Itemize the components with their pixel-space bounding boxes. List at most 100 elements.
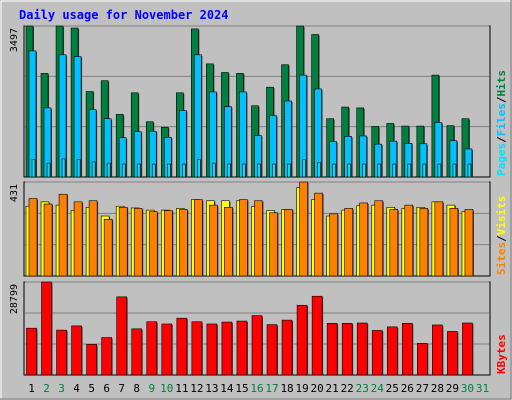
bar-kbytes-day-9: [146, 321, 158, 376]
bar-sites-day-11: [179, 209, 188, 277]
bar-kbytes-day-10: [161, 323, 173, 376]
bar-sites-day-9: [148, 211, 158, 277]
day-label-10: 10: [160, 382, 173, 395]
bar-sites-day-4: [73, 201, 83, 277]
bar-sites-day-7: [118, 206, 128, 277]
bar-pages-day-23: [362, 163, 367, 178]
bar-kbytes-day-7: [116, 296, 127, 376]
bar-pages-day-12: [197, 159, 201, 178]
day-label-31: 31: [476, 382, 489, 395]
bar-sites-day-27: [419, 208, 429, 277]
bar-pages-day-13: [212, 162, 216, 178]
bar-sites-day-26: [404, 204, 414, 277]
bar-sites-day-25: [389, 209, 399, 277]
bar-pages-day-17: [272, 163, 276, 178]
day-label-30: 30: [461, 382, 474, 395]
day-label-24: 24: [371, 382, 385, 395]
day-label-26: 26: [401, 382, 414, 395]
bar-pages-day-16: [257, 163, 261, 178]
day-label-28: 28: [431, 382, 444, 395]
legend-entry: Sites: [495, 242, 508, 275]
legend: Pages/Files/Hits: [495, 70, 508, 176]
bar-sites-day-2: [43, 203, 53, 277]
bar-kbytes-day-21: [326, 323, 338, 376]
bar-pages-day-29: [452, 163, 457, 178]
bar-kbytes-day-24: [371, 330, 383, 376]
bar-pages-day-6: [106, 162, 111, 178]
bar-kbytes-day-12: [191, 321, 203, 376]
day-label-3: 3: [58, 382, 65, 395]
bar-sites-day-5: [88, 200, 98, 277]
kbytes-panel: 28799 KBytes: [9, 281, 508, 376]
day-label-15: 15: [235, 382, 248, 395]
bar-pages-day-24: [377, 163, 382, 178]
day-label-17: 17: [265, 382, 278, 395]
legend: KBytes: [495, 334, 508, 374]
day-label-7: 7: [118, 382, 125, 395]
bar-sites-day-15: [239, 199, 248, 277]
day-label-5: 5: [88, 382, 95, 395]
bar-sites-day-8: [133, 208, 143, 277]
chart-title: Daily usage for November 2024: [19, 8, 229, 22]
bar-pages-day-15: [242, 163, 246, 178]
legend-entry: Visits: [495, 196, 508, 236]
bar-pages-day-28: [437, 163, 442, 178]
bar-kbytes-day-25: [386, 326, 398, 376]
legend-entry: Files: [495, 103, 508, 136]
requests-panel: 3497 Pages/Files/Hits: [9, 25, 508, 178]
bar-sites-day-18: [284, 209, 293, 277]
bar-pages-day-19: [302, 159, 306, 178]
bar-pages-day-8: [136, 163, 141, 178]
day-label-21: 21: [326, 382, 339, 395]
bar-sites-day-12: [194, 199, 203, 277]
day-labels: 1 2 3 4 5 6 7 8 9 10 11 12 13 14 15 16 17 18 19 20 21 22 23 24 2…: [28, 382, 489, 395]
day-label-16: 16: [250, 382, 263, 395]
day-label-14: 14: [220, 382, 234, 395]
bar-kbytes-day-23: [356, 322, 368, 376]
bar-sites-day-21: [329, 213, 338, 277]
bar-pages-day-14: [227, 163, 231, 178]
day-label-4: 4: [73, 382, 80, 395]
legend-entry: /: [495, 235, 508, 242]
bar-pages-day-27: [422, 163, 427, 178]
day-label-18: 18: [280, 382, 293, 395]
bar-pages-day-22: [347, 163, 351, 178]
day-label-6: 6: [103, 382, 110, 395]
bar-pages-day-18: [287, 163, 291, 178]
legend-entry: KBytes: [495, 334, 508, 374]
bar-pages-day-9: [151, 163, 156, 178]
legend-entry: /: [495, 96, 508, 103]
bar-kbytes-day-3: [56, 329, 67, 376]
bar-sites-day-29: [449, 208, 459, 277]
day-label-25: 25: [386, 382, 399, 395]
y-max-label: 3497: [9, 28, 20, 52]
bar-sites-day-30: [464, 209, 474, 277]
day-label-11: 11: [175, 382, 188, 395]
bar-pages-day-1: [31, 159, 36, 178]
bar-pages-day-11: [182, 163, 186, 178]
bar-sites-day-1: [28, 198, 38, 277]
bar-pages-day-4: [76, 159, 81, 178]
day-label-9: 9: [148, 382, 155, 395]
bar-pages-day-3: [61, 158, 66, 178]
bar-files-day-4: [73, 56, 82, 178]
bar-sites-day-28: [434, 201, 444, 277]
day-label-19: 19: [295, 382, 308, 395]
bar-kbytes-day-26: [402, 323, 413, 376]
day-label-2: 2: [43, 382, 50, 395]
y-max-label: 431: [9, 184, 20, 202]
bar-kbytes-day-8: [131, 328, 143, 376]
bar-kbytes-day-11: [176, 317, 188, 376]
bar-pages-day-10: [166, 163, 171, 178]
bar-kbytes-day-18: [281, 319, 293, 376]
day-label-12: 12: [190, 382, 203, 395]
bar-kbytes-day-29: [447, 331, 458, 376]
bar-kbytes-day-30: [462, 322, 473, 376]
bar-kbytes-day-13: [206, 323, 218, 376]
bar-kbytes-day-5: [86, 344, 97, 376]
bar-kbytes-day-16: [251, 315, 263, 376]
bar-sites-day-24: [374, 200, 384, 277]
bar-kbytes-day-4: [71, 325, 82, 376]
bar-kbytes-day-6: [101, 337, 112, 376]
